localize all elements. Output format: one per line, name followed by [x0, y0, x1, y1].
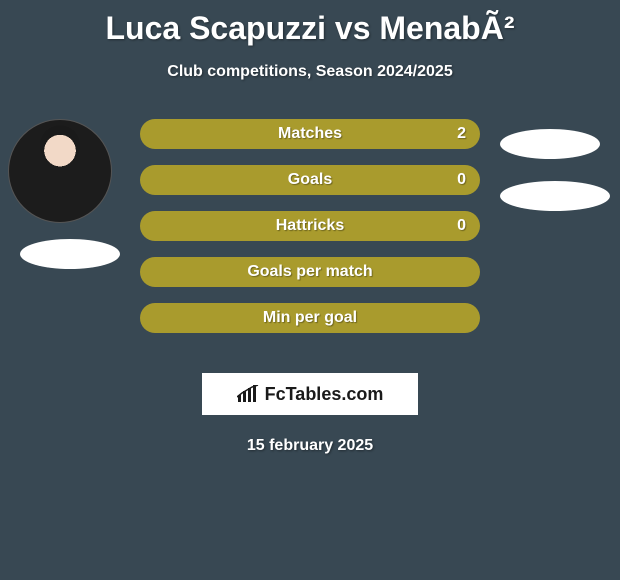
stat-row-matches: Matches 2 — [140, 119, 480, 149]
player-left-avatar — [8, 119, 112, 223]
stat-label: Goals — [288, 171, 332, 189]
stat-label: Hattricks — [276, 217, 344, 235]
player-right-placeholder-icon — [500, 129, 600, 159]
stat-row-goals-per-match: Goals per match — [140, 257, 480, 287]
stat-value-right: 2 — [457, 125, 466, 143]
watermark-text: FcTables.com — [265, 384, 384, 405]
generated-date: 15 february 2025 — [0, 437, 620, 455]
stat-row-min-per-goal: Min per goal — [140, 303, 480, 333]
stat-row-goals: Goals 0 — [140, 165, 480, 195]
stat-label: Min per goal — [263, 309, 357, 327]
player-left-placeholder-icon — [20, 239, 120, 269]
page-title: Luca Scapuzzi vs MenabÃ² — [0, 0, 620, 47]
stat-value-right: 0 — [457, 171, 466, 189]
player-right-placeholder2-icon — [500, 181, 610, 211]
stat-label: Matches — [278, 125, 342, 143]
watermark: FcTables.com — [202, 373, 418, 415]
page-subtitle: Club competitions, Season 2024/2025 — [0, 63, 620, 81]
stat-row-hattricks: Hattricks 0 — [140, 211, 480, 241]
stat-bars: Matches 2 Goals 0 Hattricks 0 Goals per … — [140, 119, 480, 349]
stat-label: Goals per match — [247, 263, 372, 281]
bar-chart-icon — [237, 385, 259, 403]
stat-value-right: 0 — [457, 217, 466, 235]
comparison-area: Matches 2 Goals 0 Hattricks 0 Goals per … — [0, 119, 620, 369]
